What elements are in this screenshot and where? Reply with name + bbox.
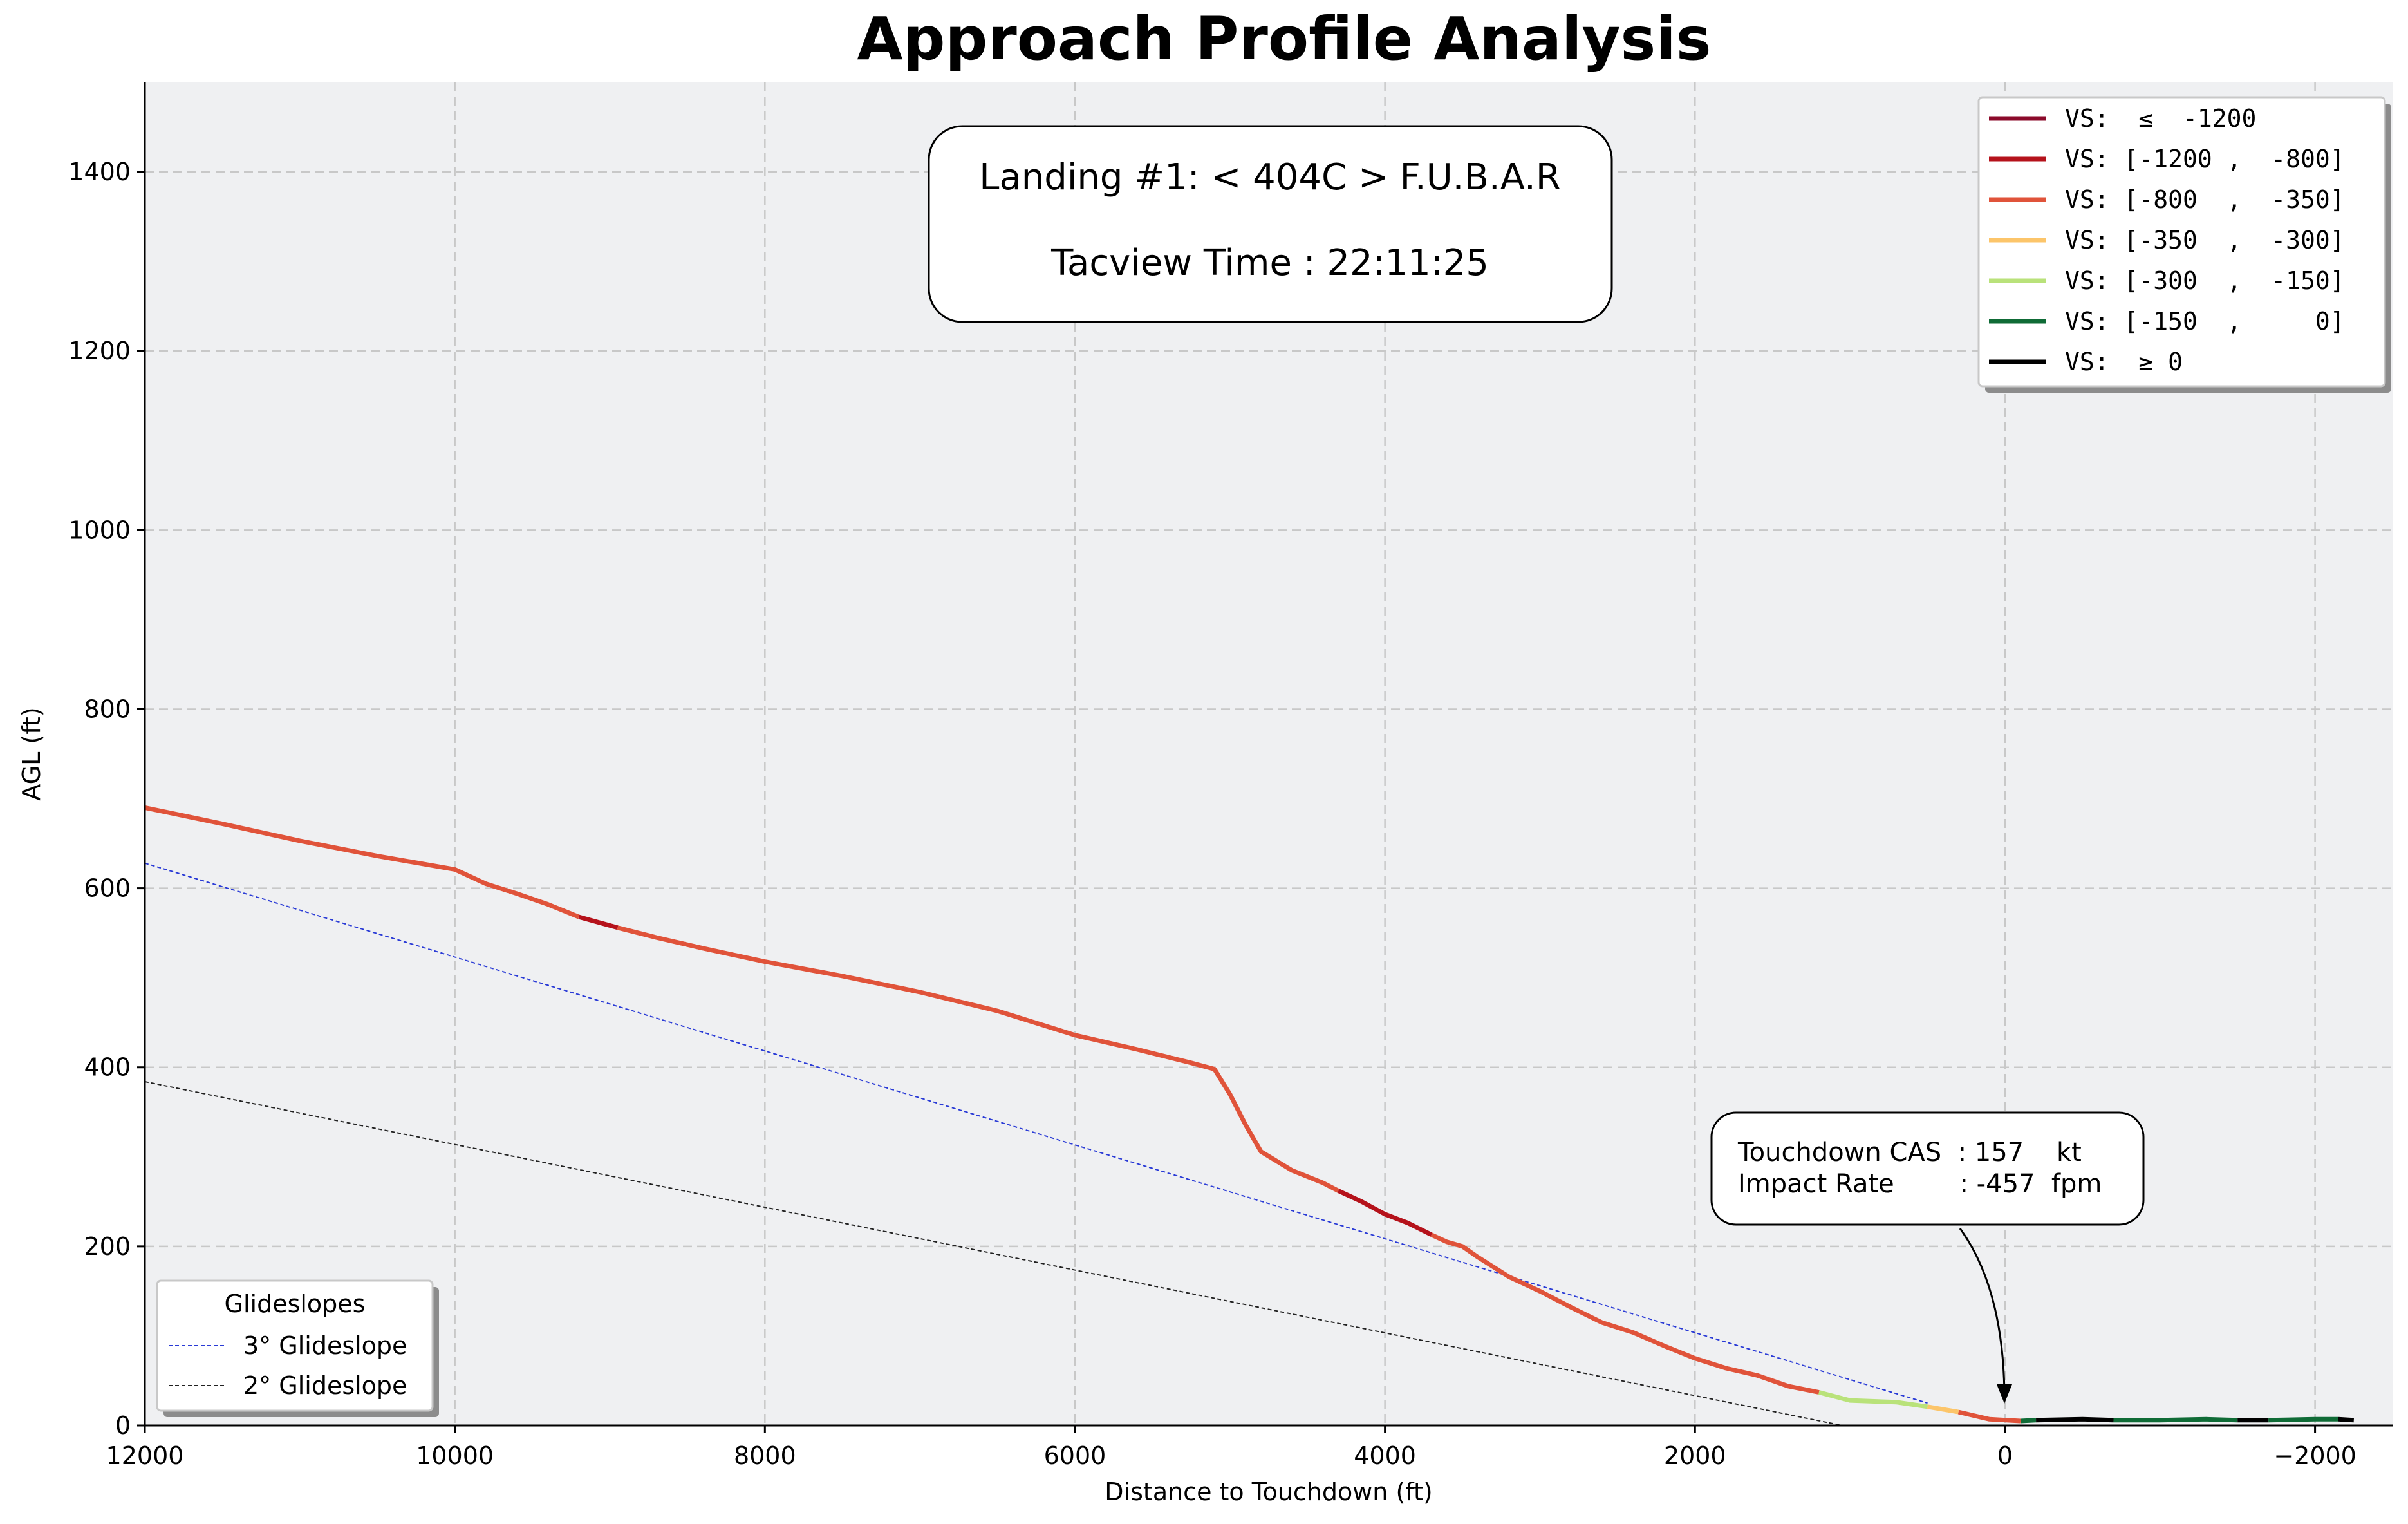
glideslope-legend: Glideslopes 3° Glideslope 2° Glideslope bbox=[156, 1279, 439, 1417]
vs-legend-label: VS: [-1200 , -800] bbox=[2065, 145, 2345, 173]
profile-segment bbox=[2113, 1416, 2238, 1423]
vs-legend-label: VS: ≤ -1200 bbox=[2065, 104, 2256, 133]
tacview-time-text: Tacview Time : 22:11:25 bbox=[1050, 242, 1489, 284]
y-tick-label: 0 bbox=[115, 1411, 131, 1440]
vs-legend-label: VS: ≥ 0 bbox=[2065, 348, 2183, 376]
profile-segment bbox=[617, 925, 1340, 1193]
x-tick-label: 0 bbox=[1997, 1442, 2013, 1470]
vs-legend-label: VS: [-150 , 0] bbox=[2065, 307, 2345, 335]
profile-segment bbox=[2020, 1418, 2037, 1424]
touchdown-cas-text: Touchdown CAS : 157 kt bbox=[1737, 1138, 2082, 1167]
glideslope-lines bbox=[144, 862, 1928, 1426]
touchdown-annotation-arrowhead bbox=[1997, 1384, 2012, 1404]
glideslope-2deg-line bbox=[144, 1081, 1843, 1426]
touchdown-annotation-box bbox=[1710, 1111, 2145, 1226]
glideslope-legend-label: 2° Glideslope bbox=[243, 1371, 407, 1400]
x-tick-label: 12000 bbox=[106, 1442, 184, 1470]
touchdown-annotation: Touchdown CAS : 157 kt Impact Rate : -45… bbox=[1710, 1111, 2145, 1404]
profile-segment bbox=[2338, 1416, 2355, 1423]
profile-segment bbox=[1430, 1232, 1820, 1395]
profile-segment bbox=[2036, 1416, 2114, 1423]
approach-profile-series bbox=[144, 805, 2355, 1424]
glideslope-3deg-line bbox=[144, 862, 1928, 1404]
y-axis-label: AGL (ft) bbox=[17, 707, 46, 800]
glideslope-legend-frame bbox=[156, 1279, 434, 1412]
profile-segment bbox=[1957, 1409, 2021, 1424]
glideslope-legend-entries: 3° Glideslope 2° Glideslope bbox=[169, 1331, 407, 1400]
profile-segment bbox=[1337, 1189, 1433, 1237]
grid bbox=[144, 82, 2393, 1427]
vs-legend: VS: ≤ -1200 VS: [-1200 , -800] VS: [-800 ,… bbox=[1977, 96, 2391, 393]
profile-segment bbox=[1818, 1390, 1928, 1409]
y-tick-label: 600 bbox=[84, 874, 131, 903]
x-axis-label: Distance to Touchdown (ft) bbox=[1105, 1478, 1432, 1506]
glideslope-legend-label: 3° Glideslope bbox=[243, 1331, 407, 1360]
y-tick-label: 1200 bbox=[68, 337, 131, 365]
profile-segment bbox=[144, 805, 580, 919]
vs-legend-label: VS: [-800 , -350] bbox=[2065, 185, 2345, 214]
y-tick-label: 800 bbox=[84, 695, 131, 723]
touchdown-annotation-arrow bbox=[1959, 1228, 2006, 1395]
impact-rate-text: Impact Rate : -457 fpm bbox=[1738, 1169, 2102, 1199]
x-tick-label: 2000 bbox=[1664, 1442, 1726, 1470]
profile-segment bbox=[2268, 1416, 2338, 1423]
x-tick-label: 6000 bbox=[1044, 1442, 1106, 1470]
vs-legend-frame bbox=[1977, 96, 2386, 388]
y-tick-label: 400 bbox=[84, 1053, 131, 1082]
x-tick-label: 10000 bbox=[416, 1442, 494, 1470]
vs-legend-entries: VS: ≤ -1200 VS: [-1200 , -800] VS: [-800 ,… bbox=[1989, 104, 2345, 376]
vs-legend-label: VS: [-300 , -150] bbox=[2065, 267, 2345, 295]
profile-segment bbox=[1927, 1404, 1959, 1415]
landing-info-box-frame bbox=[928, 125, 1613, 323]
x-axis-ticks: 12000 10000 8000 6000 4000 2000 0 −2000 bbox=[106, 1425, 2357, 1470]
x-tick-label: 4000 bbox=[1354, 1442, 1416, 1470]
y-tick-label: 1000 bbox=[68, 516, 131, 544]
profile-segment bbox=[578, 914, 619, 930]
y-tick-label: 1400 bbox=[68, 158, 131, 186]
x-tick-label: −2000 bbox=[2273, 1442, 2357, 1470]
x-tick-label: 8000 bbox=[734, 1442, 796, 1470]
chart-title: Approach Profile Analysis bbox=[857, 5, 1711, 73]
glideslope-legend-title: Glideslopes bbox=[225, 1290, 366, 1318]
y-tick-label: 200 bbox=[84, 1232, 131, 1261]
landing-id-text: Landing #1: < 404C > F.U.B.A.R bbox=[979, 156, 1560, 198]
landing-info-box: Landing #1: < 404C > F.U.B.A.R Tacview T… bbox=[928, 125, 1613, 323]
vs-legend-label: VS: [-350 , -300] bbox=[2065, 226, 2345, 254]
y-axis-ticks: 0 200 400 600 800 1000 1200 1400 bbox=[68, 158, 145, 1440]
